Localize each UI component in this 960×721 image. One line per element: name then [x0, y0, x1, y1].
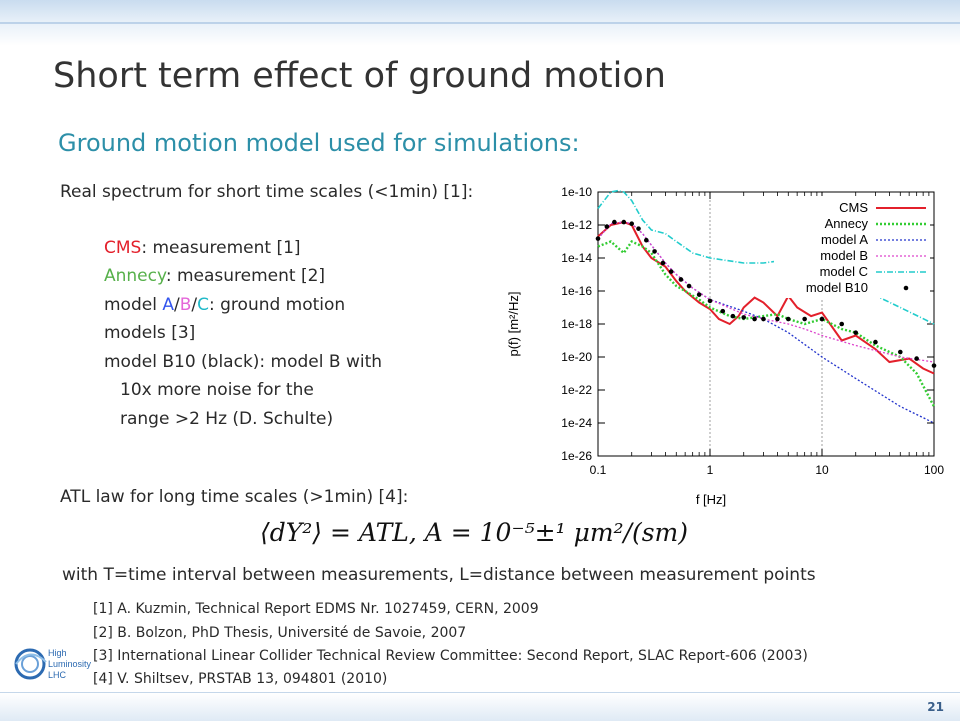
- x-axis-label: f [Hz]: [696, 492, 726, 507]
- footer-band: [0, 692, 960, 721]
- model-a-label: A: [162, 295, 174, 315]
- series-model-b10-point: [660, 260, 666, 266]
- reference-2: [2] B. Bolzon, PhD Thesis, Université de…: [93, 625, 467, 641]
- y-axis-label: p(f) [m²/Hz]: [506, 292, 521, 357]
- intro-text: Real spectrum for short time scales (<1m…: [60, 182, 474, 202]
- y-tick-label: 1e-18: [561, 317, 592, 331]
- series-model-b10-point: [686, 283, 692, 289]
- page-number: 21: [927, 700, 944, 714]
- y-tick-label: 1e-14: [561, 251, 592, 265]
- series-model-b10-point: [730, 313, 736, 319]
- x-tick-label: 0.1: [590, 463, 607, 477]
- series-model-b10-point: [696, 292, 702, 297]
- spectrum-chart: 0.1 1 10 100 1e-10 1e-12 1e-14 1e-16 1e-18 1e-20 1…: [506, 185, 944, 507]
- model-desc: : ground motion: [209, 295, 346, 315]
- line-models: model A/B/C: ground motion: [104, 295, 345, 315]
- y-tick-label: 1e-20: [561, 350, 592, 364]
- series-model-b10-point: [761, 316, 766, 322]
- y-tick-label: 1e-10: [561, 185, 592, 199]
- reference-3: [3] International Linear Collider Techni…: [93, 648, 808, 664]
- series-model-b10-point: [629, 221, 635, 226]
- series-model-b10-point: [604, 224, 610, 229]
- series-model-b10-point: [802, 316, 807, 322]
- series-model-b10-point: [839, 321, 845, 327]
- line-cms: CMS: measurement [1]: [104, 238, 301, 258]
- annecy-desc: : measurement [2]: [165, 266, 326, 286]
- series-model-b10-point: [897, 349, 903, 355]
- model-c-label: C: [197, 295, 209, 315]
- logo-text-3: LHC: [48, 670, 67, 680]
- slide-subtitle: Ground motion model used for simulations…: [58, 129, 580, 157]
- model-prefix: model: [104, 295, 163, 315]
- series-model-b10-point: [621, 219, 627, 225]
- line-models-ref: models [3]: [104, 323, 196, 343]
- cms-label: CMS: [104, 238, 142, 258]
- y-tick-label: 1e-26: [561, 449, 592, 463]
- slide-title: Short term effect of ground motion: [53, 56, 666, 96]
- annecy-label: Annecy: [104, 266, 166, 286]
- series-model-b10-point: [741, 315, 747, 320]
- series-model-b10-point: [652, 249, 657, 254]
- line-b10-1: model B10 (black): model B with: [104, 352, 383, 372]
- x-tick-label: 10: [815, 463, 829, 477]
- series-model-b10-point: [853, 330, 859, 335]
- line-b10-2: 10x more noise for the: [120, 380, 314, 400]
- series-model-b10-point: [612, 219, 617, 225]
- series-model-b10-point: [636, 226, 641, 231]
- series-cms-line: [597, 221, 935, 375]
- legend-label: CMS: [839, 200, 868, 215]
- series-model-b10-point: [775, 316, 780, 322]
- x-tick-label: 1: [707, 463, 714, 477]
- legend-box: [774, 196, 930, 298]
- model-b-label: B: [179, 295, 192, 315]
- legend-label: Annecy: [825, 216, 869, 231]
- atl-formula: ⟨dY²⟩ = ATL, A = 10⁻⁵±¹ μm²/(sm): [260, 518, 689, 547]
- y-tick-label: 1e-16: [561, 284, 592, 298]
- series-model-b10-point: [678, 277, 684, 282]
- series-model-b10-point: [707, 298, 713, 304]
- series-model-b10-point: [931, 363, 937, 368]
- series-model-b10-point: [785, 316, 791, 322]
- series-model-b10-point: [720, 308, 726, 314]
- explanation-text: with T=time interval between measurement…: [62, 565, 816, 585]
- series-model-b10-point: [668, 269, 674, 274]
- legend-label: model C: [820, 264, 868, 279]
- series-model-b10-point: [819, 316, 825, 322]
- y-tick-label: 1e-12: [561, 218, 592, 232]
- header-line: [0, 22, 960, 24]
- legend-label: model B: [820, 248, 868, 263]
- series-model-b10-point: [644, 237, 649, 243]
- legend-swatch-model-b10: [903, 285, 909, 291]
- y-tick-label: 1e-22: [561, 383, 592, 397]
- legend-label: model B10: [806, 280, 868, 295]
- series-model-c-line: [597, 189, 935, 325]
- line-b10-3: range >2 Hz (D. Schulte): [120, 409, 334, 429]
- y-tick-label: 1e-24: [561, 416, 592, 430]
- logo-text-2: Luminosity: [48, 659, 92, 669]
- hl-lhc-logo: High Luminosity LHC: [10, 642, 92, 686]
- slash-1: /: [173, 295, 180, 315]
- cms-desc: : measurement [1]: [141, 238, 301, 258]
- series-model-b10-point: [595, 236, 601, 241]
- reference-4: [4] V. Shiltsev, PRSTAB 13, 094801 (2010…: [93, 671, 388, 687]
- line-annecy: Annecy: measurement [2]: [104, 266, 325, 286]
- series-model-b10-point: [752, 316, 757, 322]
- series-model-b-line: [597, 221, 935, 363]
- slash-2: /: [191, 295, 198, 315]
- series-model-b10-point: [873, 339, 878, 345]
- x-tick-label: 100: [924, 463, 944, 477]
- legend-label: model A: [821, 232, 868, 247]
- logo-text-1: High: [48, 648, 67, 658]
- series-model-b10-point: [914, 356, 919, 361]
- atl-intro: ATL law for long time scales (>1min) [4]…: [60, 487, 409, 507]
- reference-1: [1] A. Kuzmin, Technical Report EDMS Nr.…: [93, 601, 539, 617]
